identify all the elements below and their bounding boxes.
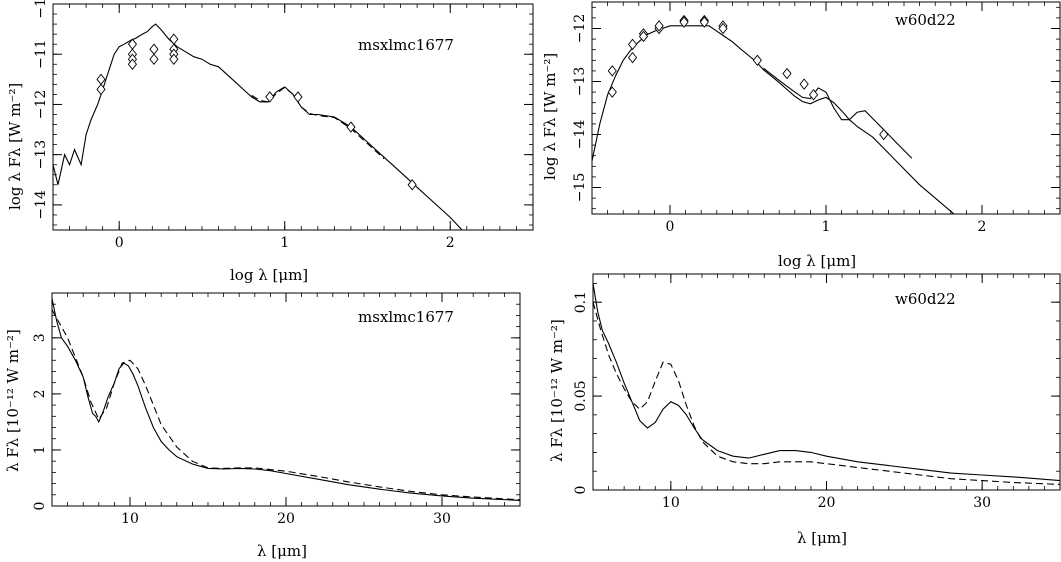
y-tick-label: 0.1 (573, 291, 589, 313)
spectrum-curve-1 (763, 67, 913, 159)
x-tick-label: 10 (121, 511, 139, 527)
y-tick-label: 1 (32, 445, 48, 454)
x-axis-title: λ [μm] (257, 542, 307, 560)
panel-spectrum-w60d22: w60d22 λ [μm] λ Fλ [10⁻¹² W m⁻²] 10 20 30 0… (548, 273, 1061, 547)
photometry-point (293, 91, 303, 103)
y-axis-title: λ Fλ [10⁻¹² W m⁻²] (548, 319, 566, 462)
y-tick-label: −10 (33, 0, 49, 19)
photometry-point (627, 51, 638, 64)
photometry-point (718, 22, 728, 35)
y-tick-label: −13 (33, 140, 49, 170)
panel-spectrum-msxlmc1677: msxlmc1677 λ [μm] λ Fλ [10⁻¹² W m⁻²] 10 2… (4, 292, 521, 560)
photometry-point (654, 20, 664, 32)
y-axis-title: λ Fλ [10⁻¹² W m⁻²] (4, 329, 22, 472)
photometry-point (679, 16, 689, 28)
panel-tag: w60d22 (895, 11, 956, 29)
photometry-point (149, 53, 159, 65)
y-tick-label: 0 (573, 486, 589, 495)
y-tick-label: 0 (32, 502, 48, 511)
spectrum-curve-0 (592, 25, 955, 214)
photometry-point (799, 78, 809, 90)
photometry-point (879, 128, 889, 141)
y-tick-label: −13 (572, 67, 588, 97)
spectrum-curve-0 (52, 298, 520, 501)
y-tick-label: −12 (33, 90, 49, 120)
x-tick-label: 20 (818, 495, 836, 511)
photometry-point (808, 89, 819, 101)
x-axis-title: log λ [μm] (778, 252, 856, 270)
y-tick-label: −11 (33, 39, 49, 69)
y-tick-label: 2 (32, 389, 48, 398)
panel-sed-msxlmc1677: msxlmc1677 log λ [μm] log λ Fλ [W m⁻²] 0… (6, 0, 534, 284)
x-tick-label: 1 (280, 235, 289, 251)
y-tick-label: −14 (33, 190, 49, 220)
x-tick-label: 30 (973, 495, 991, 511)
y-tick-label: −15 (572, 173, 588, 203)
plot-frame (592, 273, 1061, 491)
photometry-point (169, 33, 179, 45)
y-tick-label: −12 (572, 14, 588, 44)
x-tick-label: 0 (115, 235, 124, 251)
photometry-point (699, 16, 709, 28)
spectrum-curve-0 (593, 283, 1060, 482)
x-tick-label: 2 (978, 219, 987, 235)
plot-frame (52, 3, 534, 231)
x-tick-label: 1 (822, 219, 831, 235)
x-axis-title: λ [μm] (797, 529, 847, 547)
panel-tag: msxlmc1677 (358, 308, 454, 326)
photometry-point (169, 53, 179, 65)
x-tick-label: 30 (433, 511, 451, 527)
y-axis-title: log λ Fλ [W m⁻²] (541, 53, 559, 180)
y-tick-label: −14 (572, 120, 588, 150)
x-tick-label: 0 (666, 219, 675, 235)
panel-tag: w60d22 (895, 290, 956, 308)
x-tick-label: 20 (277, 511, 295, 527)
photometry-point (96, 73, 106, 86)
photometry-point (752, 54, 762, 67)
x-tick-label: 2 (446, 235, 455, 251)
photometry-point (638, 30, 649, 43)
panel-tag: msxlmc1677 (358, 36, 454, 54)
photometry-point (127, 58, 138, 70)
spectrum-curve-0 (53, 23, 463, 230)
model-curve-dashed-1 (52, 309, 520, 501)
photometry-point (627, 38, 638, 51)
photometry-point (607, 86, 617, 98)
photometry-point (782, 67, 792, 80)
plot-frame (591, 1, 1061, 215)
photometry-point (607, 65, 617, 77)
photometry-point (407, 179, 417, 191)
panel-sed-w60d22: w60d22 log λ [μm] log λ Fλ [W m⁻²] 0 1 2 −1… (541, 1, 1061, 270)
photometry-point (346, 121, 356, 133)
model-curve-dashed-1 (593, 302, 1060, 485)
y-tick-label: 3 (32, 333, 48, 342)
x-axis-title: log λ [μm] (230, 266, 308, 284)
photometry-point (265, 91, 275, 103)
photometry-point (149, 43, 159, 55)
y-axis-title: log λ Fλ [W m⁻²] (6, 83, 24, 210)
y-tick-label: 0.05 (573, 381, 589, 412)
photometry-point (96, 83, 106, 96)
x-tick-label: 10 (662, 495, 680, 511)
